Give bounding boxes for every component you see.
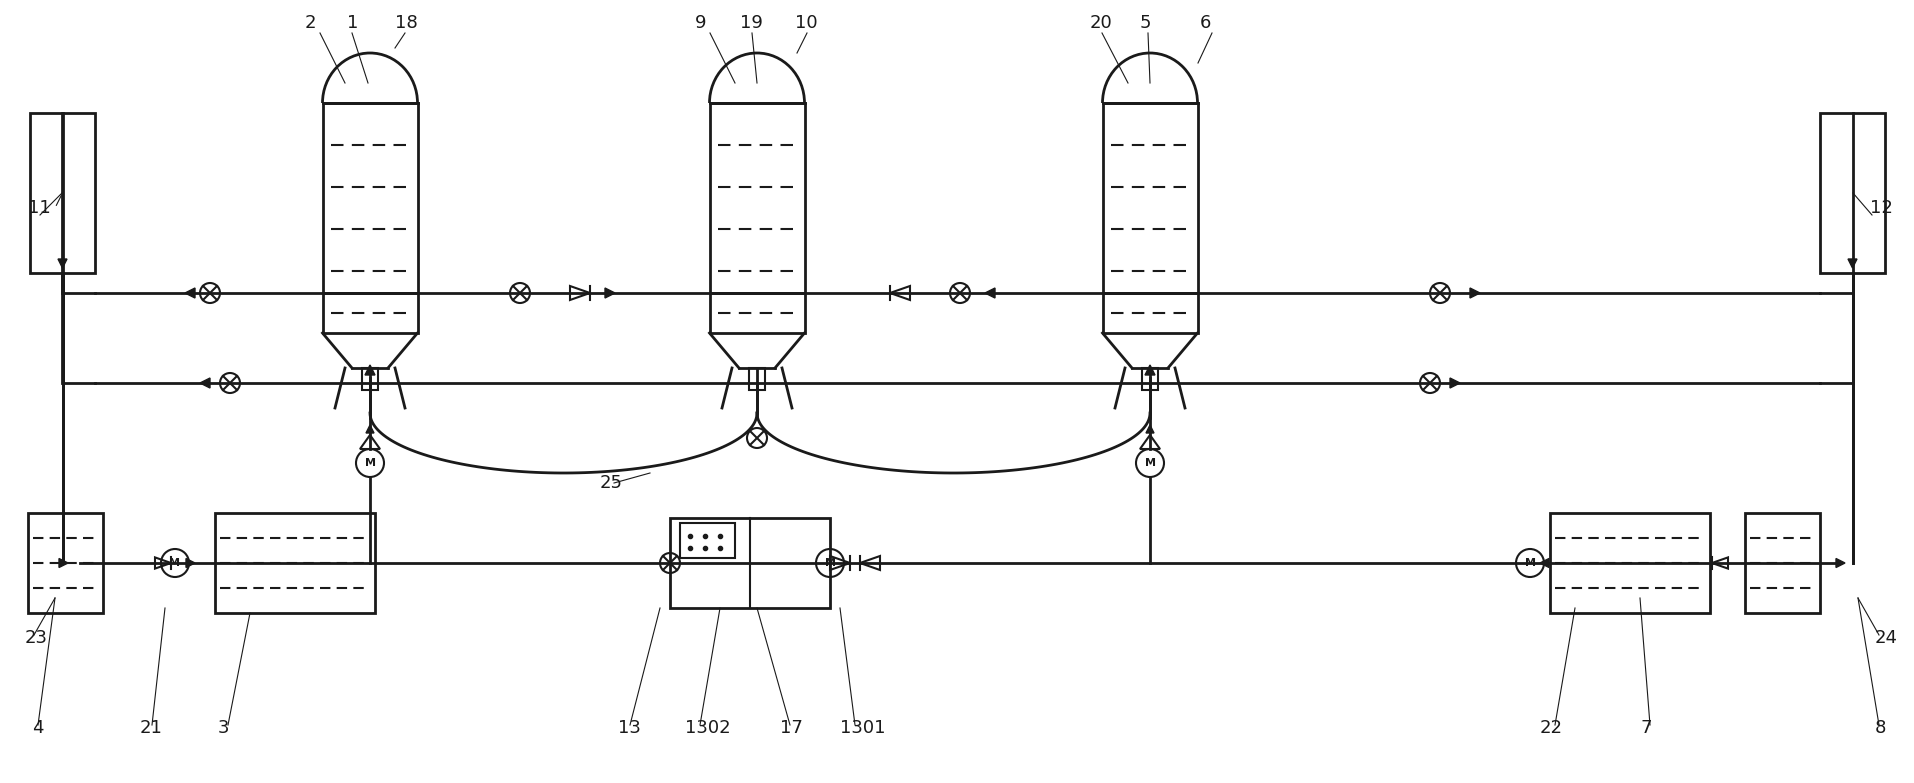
- Text: 25: 25: [599, 474, 622, 492]
- Polygon shape: [1849, 259, 1857, 268]
- Polygon shape: [1836, 558, 1845, 568]
- Polygon shape: [1146, 425, 1154, 433]
- Bar: [1820, 113, 1885, 273]
- Bar: [322, 103, 417, 333]
- Text: 24: 24: [1876, 629, 1899, 647]
- Polygon shape: [986, 288, 995, 298]
- Polygon shape: [57, 259, 67, 268]
- Polygon shape: [366, 425, 373, 433]
- Text: M: M: [825, 558, 836, 568]
- Text: 1: 1: [346, 14, 358, 32]
- Bar: [214, 513, 375, 613]
- Polygon shape: [1451, 378, 1460, 388]
- Text: 4: 4: [33, 719, 44, 737]
- Text: 1301: 1301: [840, 719, 886, 737]
- Text: 20: 20: [1089, 14, 1112, 32]
- Text: 23: 23: [25, 629, 48, 647]
- Text: 18: 18: [394, 14, 417, 32]
- Text: 5: 5: [1141, 14, 1152, 32]
- Text: 1302: 1302: [685, 719, 731, 737]
- Polygon shape: [186, 288, 195, 298]
- Polygon shape: [199, 378, 211, 388]
- Polygon shape: [1470, 288, 1480, 298]
- Text: 9: 9: [695, 14, 706, 32]
- Text: M: M: [170, 558, 180, 568]
- Text: 22: 22: [1541, 719, 1564, 737]
- Bar: [748, 368, 766, 390]
- Polygon shape: [186, 558, 195, 568]
- Text: 19: 19: [741, 14, 764, 32]
- Text: M: M: [1145, 458, 1156, 468]
- Polygon shape: [605, 288, 614, 298]
- Text: 6: 6: [1200, 14, 1212, 32]
- Text: 3: 3: [218, 719, 230, 737]
- Text: 17: 17: [781, 719, 802, 737]
- Bar: [1143, 368, 1158, 390]
- Text: 7: 7: [1640, 719, 1652, 737]
- Text: M: M: [1524, 558, 1535, 568]
- Bar: [710, 103, 804, 333]
- Polygon shape: [366, 365, 375, 375]
- Text: 2: 2: [304, 14, 316, 32]
- Text: 21: 21: [140, 719, 163, 737]
- Text: 13: 13: [618, 719, 641, 737]
- Bar: [1550, 513, 1709, 613]
- Polygon shape: [59, 558, 69, 568]
- Text: 11: 11: [29, 199, 52, 217]
- Bar: [1746, 513, 1820, 613]
- Text: 12: 12: [1870, 199, 1893, 217]
- Bar: [679, 523, 735, 558]
- Text: 8: 8: [1876, 719, 1887, 737]
- Bar: [1102, 103, 1198, 333]
- Polygon shape: [1145, 365, 1154, 375]
- Text: M: M: [364, 458, 375, 468]
- Text: 10: 10: [794, 14, 817, 32]
- Bar: [670, 518, 831, 608]
- Bar: [31, 113, 96, 273]
- Bar: [362, 368, 377, 390]
- Polygon shape: [1541, 558, 1548, 568]
- Bar: [29, 513, 103, 613]
